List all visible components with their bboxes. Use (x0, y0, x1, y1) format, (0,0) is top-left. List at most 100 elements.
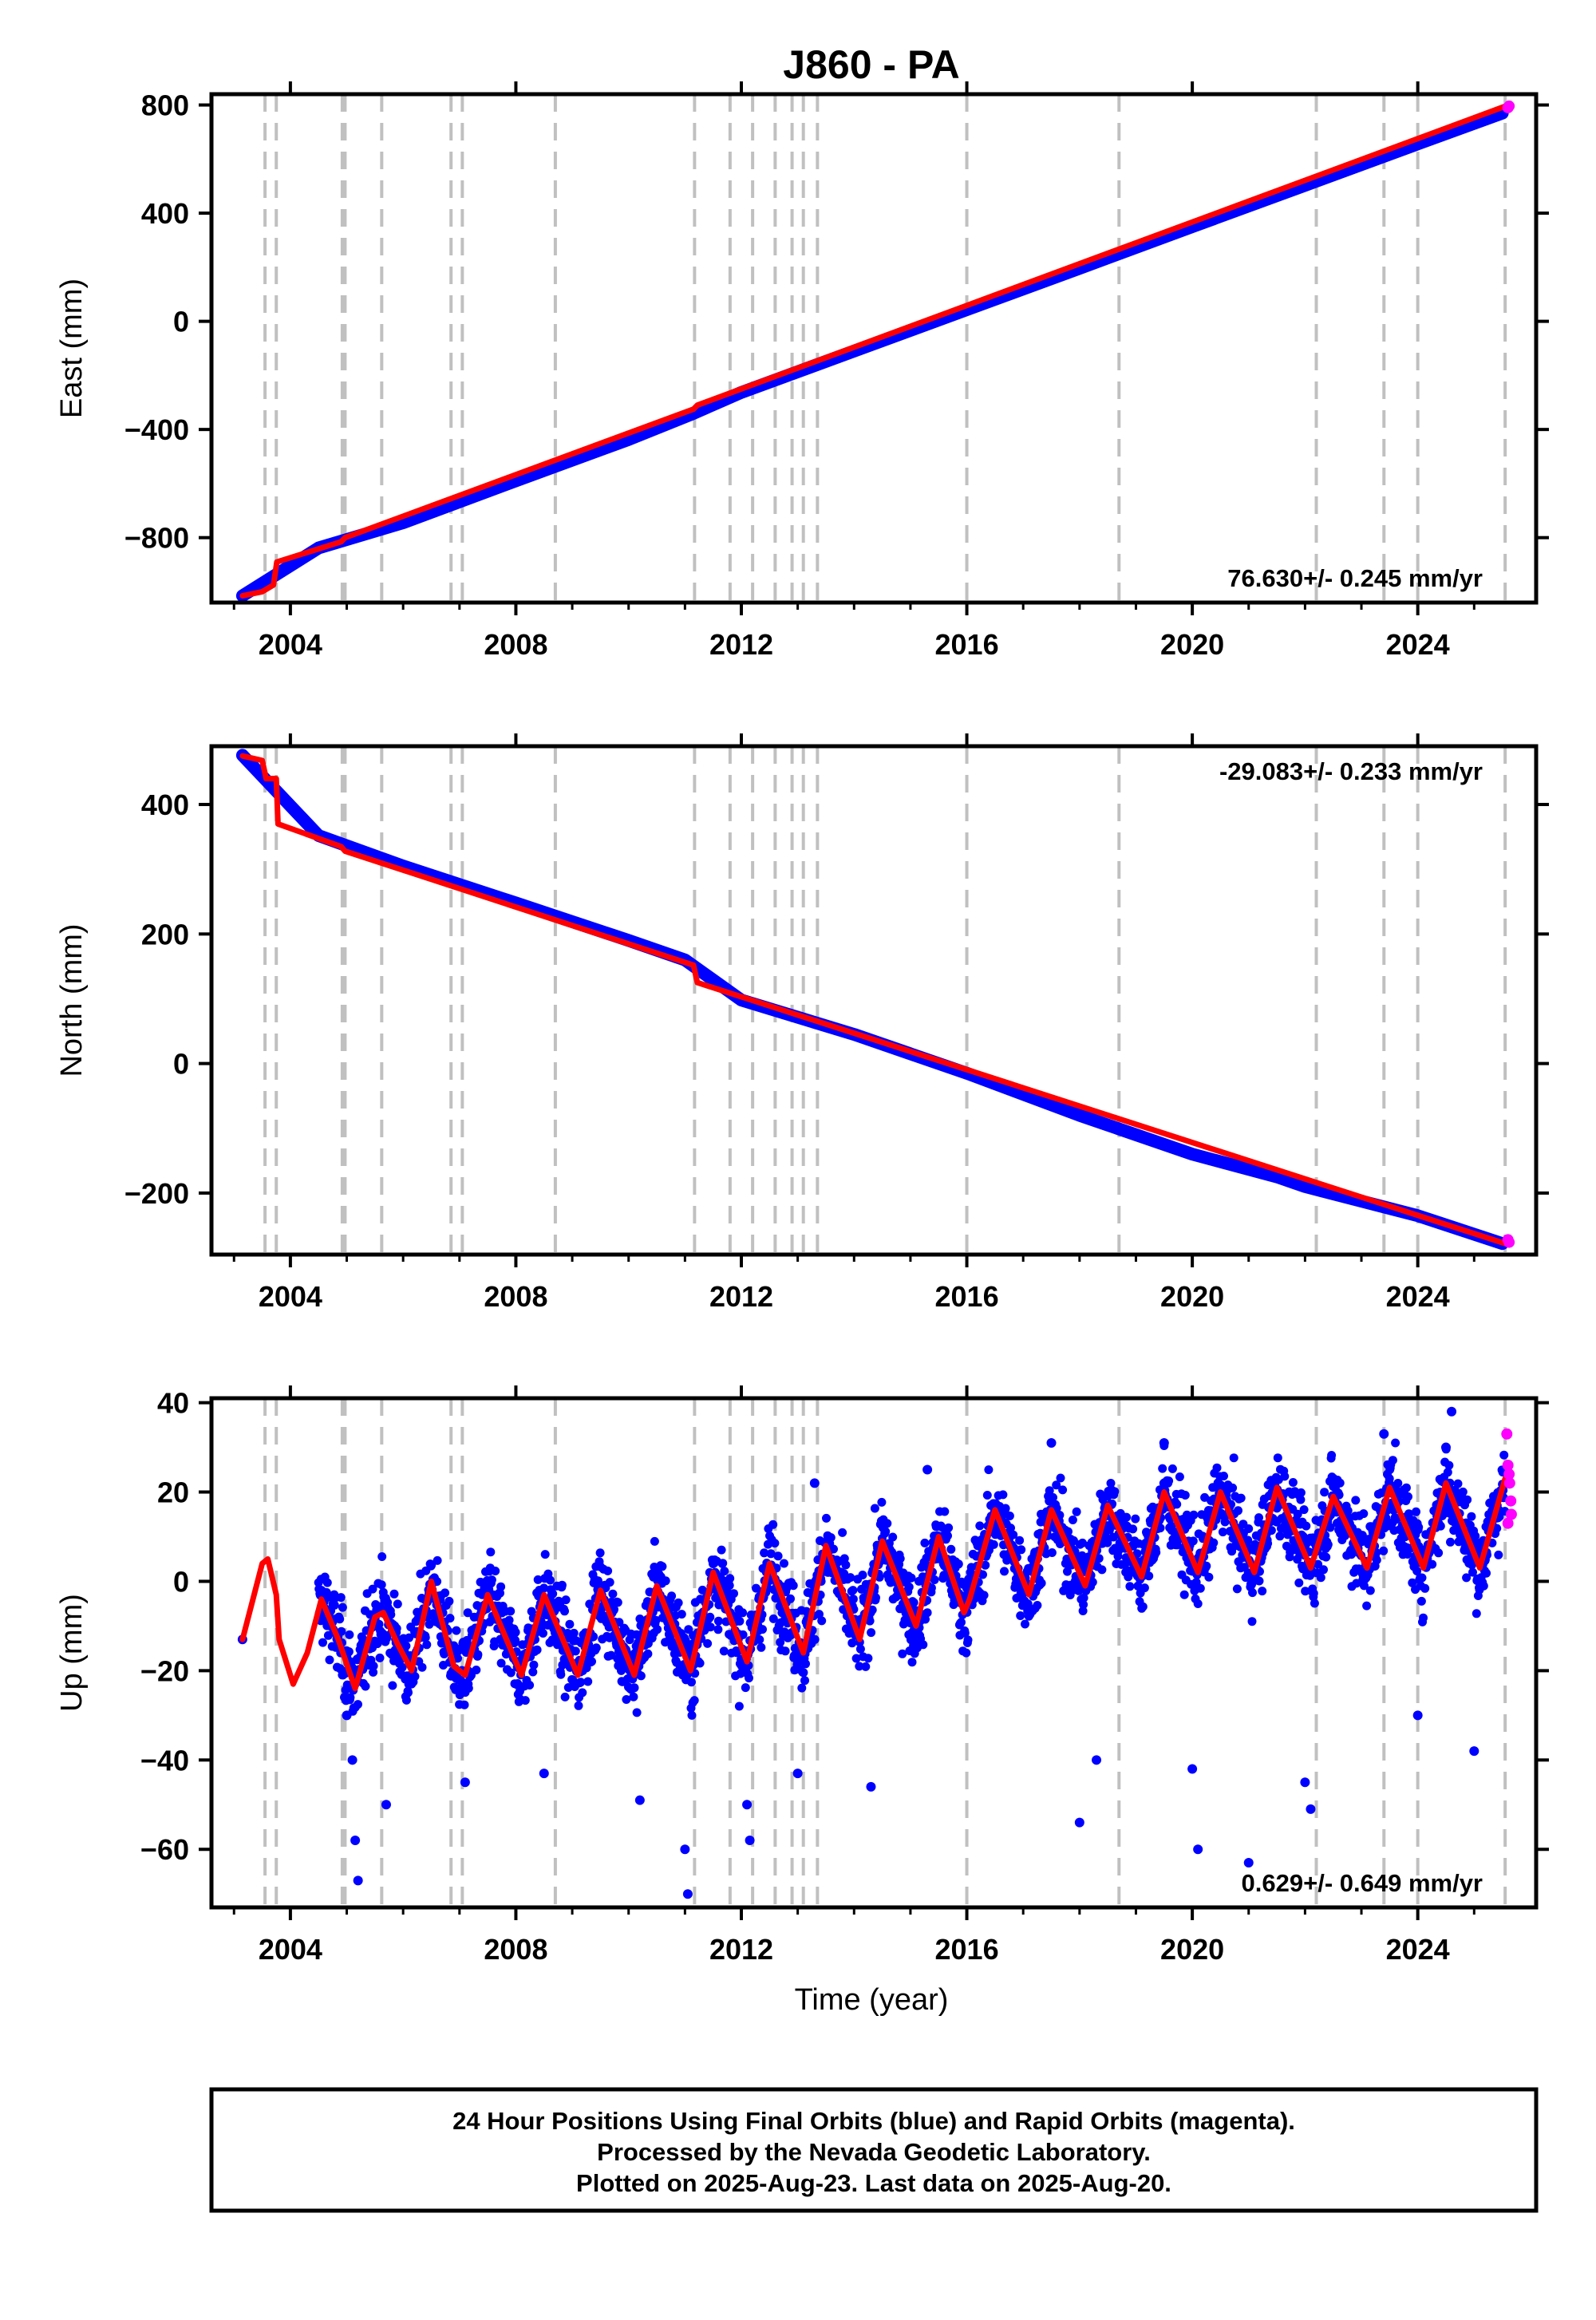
up-data-point-920 (703, 1638, 713, 1648)
up-data-point-1310 (867, 1605, 877, 1615)
east-rate-label: 76.630+/- 0.245 mm/yr (1227, 564, 1483, 592)
up-data-point-431 (496, 1582, 506, 1591)
up-data-point-1514 (954, 1559, 963, 1569)
up-data-point-1853 (1097, 1565, 1107, 1575)
up-data-point-2364 (1314, 1559, 1323, 1569)
up-data-point-1457 (930, 1575, 939, 1584)
up-data-point-1397 (904, 1583, 914, 1591)
up-data-point-1116 (786, 1594, 795, 1603)
up-data-point-582 (560, 1607, 569, 1616)
up-data-point-2331 (1299, 1505, 1309, 1515)
up-data-point-696 (608, 1589, 618, 1599)
east-ytick-label-2: 0 (173, 306, 189, 338)
up-data-point-2048 (1179, 1590, 1189, 1599)
up-data-point-2175 (1234, 1506, 1242, 1516)
up-data-point-2469 (1357, 1531, 1367, 1540)
up-rapid-point-3 (1503, 1477, 1515, 1489)
up-data-point-2209 (1248, 1588, 1257, 1598)
east-rapid-point-1 (1503, 100, 1515, 112)
up-data-point-945 (713, 1625, 723, 1634)
up-data-point-1287 (858, 1571, 867, 1579)
up-data-point-2285 (1280, 1472, 1290, 1481)
up-data-point-2125 (1212, 1463, 1222, 1472)
panel-up: 40 20 0 −20 −40 −60 2004 2008 2012 2016 2020 2024 Up… (55, 1385, 1549, 1966)
up-data-point-708 (613, 1598, 622, 1607)
up-data-point-946 (713, 1616, 723, 1626)
north-y-axis-title: North (mm) (55, 923, 89, 1077)
up-data-point-1018 (745, 1674, 753, 1683)
up-data-point-53 (336, 1593, 346, 1603)
up-data-point-187 (393, 1599, 402, 1609)
up-data-point-353 (463, 1608, 472, 1618)
up-xtick-label-5: 2024 (1386, 1933, 1450, 1966)
up-data-point-646 (587, 1657, 596, 1666)
up-rapid-point-0 (1501, 1428, 1513, 1440)
up-model-line (239, 1476, 1508, 1692)
up-data-point-373 (472, 1666, 481, 1674)
up-data-point-2791 (1494, 1550, 1503, 1559)
up-final-point-25 (1440, 1442, 1451, 1452)
up-data-point-465 (511, 1635, 520, 1645)
up-data-point-1488 (943, 1531, 952, 1540)
up-data-point-429 (496, 1588, 504, 1598)
north-rate-label: -29.083+/- 0.233 mm/yr (1219, 757, 1483, 785)
up-data-point-489 (520, 1696, 530, 1705)
north-ytick-label-2: 0 (173, 1048, 189, 1081)
up-data-point-72 (344, 1647, 354, 1657)
up-data-point-1152 (801, 1659, 810, 1669)
up-data-point-253 (421, 1633, 430, 1642)
up-rapid-point-6 (1502, 1517, 1514, 1529)
up-final-point-18 (1193, 1844, 1203, 1855)
up-data-point-995 (734, 1701, 744, 1711)
up-data-point-2100 (1202, 1561, 1211, 1571)
up-final-point-27 (1046, 1437, 1057, 1448)
up-xtick-label-1: 2008 (484, 1933, 547, 1966)
up-rapid-point-4 (1505, 1495, 1517, 1507)
north-final-point-11 (1272, 1172, 1282, 1182)
up-data-point-26 (325, 1655, 334, 1665)
up-data-point-927 (705, 1622, 715, 1632)
up-data-point-2677 (1446, 1537, 1455, 1547)
up-data-point-1574 (979, 1591, 989, 1600)
up-data-point-2547 (1391, 1438, 1400, 1448)
up-data-point-2030 (1172, 1500, 1182, 1509)
up-data-point-2254 (1266, 1526, 1276, 1535)
up-data-point-1919 (1125, 1582, 1135, 1591)
up-data-point-2717 (1463, 1495, 1472, 1504)
up-data-point-573 (556, 1670, 566, 1679)
up-data-point-329 (453, 1654, 462, 1663)
up-data-point-2736 (1471, 1532, 1480, 1541)
up-data-point-666 (595, 1548, 605, 1558)
up-data-point-1637 (1006, 1524, 1015, 1533)
up-data-point-1376 (895, 1554, 905, 1563)
up-data-point-2379 (1320, 1488, 1329, 1497)
up-data-point-1745 (1052, 1480, 1061, 1490)
up-data-point-2069 (1188, 1536, 1198, 1546)
up-data-point-1262 (847, 1638, 857, 1648)
east-xtick-label-4: 2020 (1160, 628, 1224, 661)
up-data-point-2613 (1419, 1613, 1428, 1622)
up-data-point-657 (591, 1643, 601, 1653)
up-data-point-2602 (1414, 1523, 1424, 1532)
east-model-line (239, 103, 1508, 599)
up-data-point-2707 (1458, 1487, 1468, 1496)
up-data-point-2070 (1189, 1510, 1199, 1520)
up-data-point-50 (335, 1615, 345, 1624)
up-data-point-1926 (1128, 1524, 1138, 1534)
up-data-point-1075 (768, 1520, 778, 1529)
up-data-point-2117 (1209, 1538, 1219, 1547)
footer-line-2: Processed by the Nevada Geodetic Laborat… (597, 2138, 1151, 2166)
up-data-point-1964 (1144, 1571, 1154, 1581)
up-data-point-576 (557, 1580, 567, 1590)
up-data-point-1671 (1021, 1619, 1029, 1629)
up-data-point-2519 (1379, 1546, 1389, 1555)
up-data-point-554 (548, 1589, 558, 1599)
up-data-point-2162 (1228, 1483, 1238, 1492)
up-data-point-996 (735, 1616, 745, 1626)
north-final-point-10 (1187, 1149, 1198, 1160)
up-data-point-1658 (1015, 1535, 1025, 1545)
up-data-point-716 (617, 1666, 626, 1675)
up-data-point-466 (511, 1627, 520, 1637)
up-data-point-960 (720, 1567, 729, 1576)
up-data-point-1622 (1000, 1567, 1009, 1576)
